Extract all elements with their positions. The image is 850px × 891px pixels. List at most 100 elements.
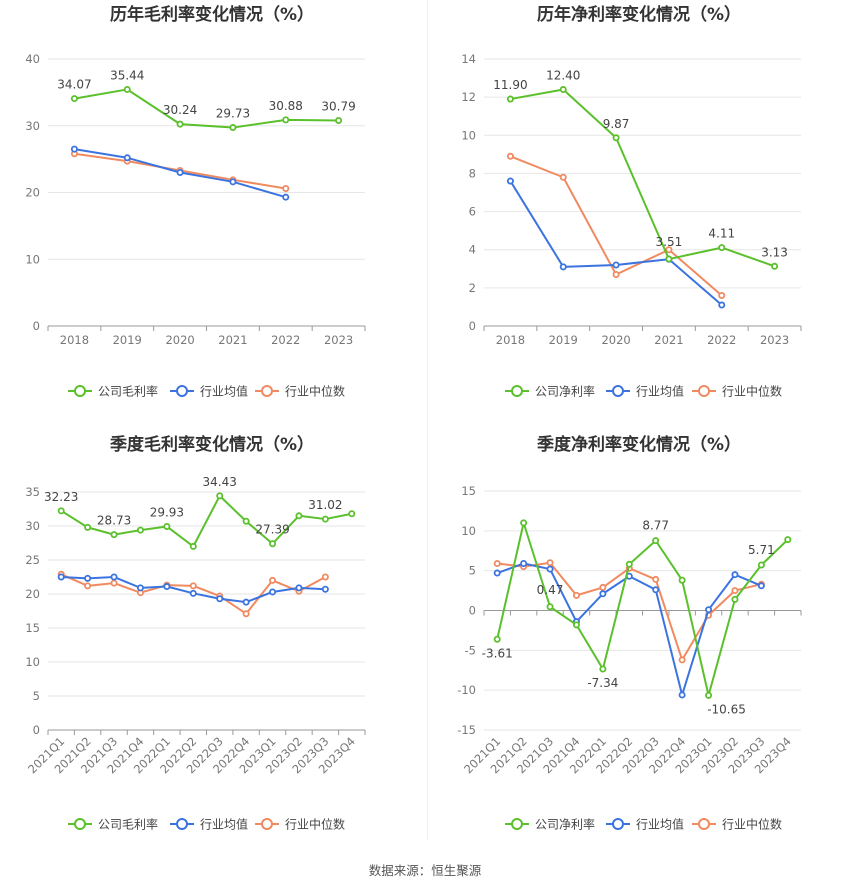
x-tick-label: 2022 [707, 333, 736, 347]
legend-marker-icon [511, 818, 523, 830]
data-point-company [295, 512, 303, 520]
data-point-industry-median [572, 591, 580, 599]
quarterly-net-margin-chart: 季度净利率变化情况（%） -15 -10 -5 0 5 10 15 2021Q1 2021Q2 20… [428, 430, 850, 840]
data-point-company [599, 665, 607, 673]
legend-item-company[interactable]: 公司净利率 [505, 384, 595, 399]
annual-gross-svg: 历年毛利率变化情况（%） 0 10 20 30 40 2018 2019 2020 2021 202… [25, 4, 366, 399]
x-tick-label: 2023 [760, 333, 789, 347]
series-line-company [74, 88, 339, 129]
data-point-industry-median [599, 583, 607, 591]
y-tick-label: 25 [25, 553, 40, 567]
data-point-company [546, 603, 554, 611]
legend-item-industry-avg[interactable]: 行业均值 [170, 384, 248, 399]
data-label: 31.02 [308, 498, 342, 512]
data-point-industry-median [269, 576, 277, 584]
data-point-company [163, 522, 171, 530]
data-label: 34.43 [203, 475, 237, 489]
data-point-company [757, 561, 765, 569]
data-label: 30.79 [321, 99, 355, 113]
data-point-company [520, 519, 528, 527]
data-label: -10.65 [707, 702, 746, 716]
chart-title: 季度毛利率变化情况（%） [110, 434, 314, 455]
y-tick-label: 30 [25, 519, 40, 533]
data-point-company [506, 95, 514, 103]
data-label: 3.51 [656, 235, 683, 249]
data-label: 5.71 [748, 543, 775, 557]
y-tick-label: 4 [469, 243, 476, 257]
data-point-industry-avg [757, 582, 765, 590]
legend-marker-icon [176, 385, 188, 397]
x-tick-label: 2020 [601, 333, 630, 347]
data-point-industry-median [731, 587, 739, 595]
chart-title: 历年净利率变化情况（%） [537, 4, 741, 25]
y-tick-label: 8 [469, 166, 476, 180]
legend-label: 行业中位数 [722, 817, 782, 832]
y-tick-label: 10 [25, 655, 40, 669]
data-point-company [572, 621, 580, 629]
y-tick-label: -15 [457, 723, 476, 737]
data-point-company [335, 116, 343, 124]
y-tick-label: 10 [25, 252, 40, 266]
legend-item-industry-median[interactable]: 行业中位数 [692, 384, 782, 399]
data-point-industry-avg [599, 590, 607, 598]
x-tick-label: 2021 [218, 333, 247, 347]
legend-label: 行业中位数 [285, 384, 345, 399]
annual-net-margin-chart: 历年净利率变化情况（%） 0 2 4 6 8 10 12 14 2018 2019 2020 2021 2… [428, 0, 850, 410]
chart-title: 历年毛利率变化情况（%） [110, 4, 314, 25]
data-point-company [348, 510, 356, 518]
legend-item-industry-avg[interactable]: 行业均值 [170, 817, 248, 832]
legend-label: 行业中位数 [285, 817, 345, 832]
y-tick-label: 20 [25, 587, 40, 601]
y-tick-label: -5 [465, 643, 476, 657]
data-point-industry-avg [70, 145, 78, 153]
data-point-industry-median [321, 573, 329, 581]
data-point-company [678, 576, 686, 584]
legend-item-company[interactable]: 公司毛利率 [68, 384, 158, 399]
series-line-industry-avg [509, 180, 723, 306]
data-point-company [784, 536, 792, 544]
data-point-industry-median [559, 173, 567, 181]
chart-title: 季度净利率变化情况（%） [537, 434, 741, 455]
data-point-industry-avg [57, 573, 65, 581]
data-point-industry-median [189, 582, 197, 590]
legend-item-industry-median[interactable]: 行业中位数 [692, 817, 782, 832]
y-tick-label: 0 [33, 723, 40, 737]
data-label: 30.24 [163, 103, 197, 117]
y-tick-label: 15 [25, 621, 40, 635]
y-tick-label: 30 [25, 119, 40, 133]
x-tick-label: 2018 [60, 333, 89, 347]
data-point-industry-avg [282, 193, 290, 201]
data-point-company [321, 515, 329, 523]
legend-item-industry-avg[interactable]: 行业均值 [606, 384, 684, 399]
legend-marker-icon [698, 385, 710, 397]
data-label: 34.07 [57, 78, 91, 92]
data-label: 30.88 [269, 99, 303, 113]
legend-item-company[interactable]: 公司毛利率 [68, 817, 158, 832]
data-point-company [176, 120, 184, 128]
data-point-company [705, 691, 713, 699]
data-point-industry-median [84, 582, 92, 590]
data-point-industry-median [242, 610, 250, 618]
legend-item-industry-median[interactable]: 行业中位数 [255, 817, 345, 832]
data-point-company [123, 85, 131, 93]
legend-marker-icon [612, 818, 624, 830]
legend-item-industry-avg[interactable]: 行业均值 [606, 817, 684, 832]
data-point-industry-avg [731, 571, 739, 579]
data-label: 11.90 [493, 78, 527, 92]
legend-label: 行业中位数 [722, 384, 782, 399]
legend-label: 公司毛利率 [98, 817, 158, 832]
data-point-industry-median [665, 246, 673, 254]
series-line-industry-avg [61, 576, 326, 604]
y-tick-label: 5 [33, 689, 40, 703]
data-point-industry-median [110, 579, 118, 587]
data-point-company [136, 526, 144, 534]
data-point-company [216, 492, 224, 500]
legend-item-company[interactable]: 公司净利率 [505, 817, 595, 832]
annual-net-svg: 历年净利率变化情况（%） 0 2 4 6 8 10 12 14 2018 2019 2020 2021 2… [461, 4, 802, 399]
legend-marker-icon [261, 385, 273, 397]
data-point-industry-avg [705, 606, 713, 614]
data-source-note: 数据来源：恒生聚源 [368, 863, 482, 878]
y-tick-label: 5 [469, 564, 476, 578]
legend-item-industry-median[interactable]: 行业中位数 [255, 384, 345, 399]
data-point-industry-avg [520, 559, 528, 567]
